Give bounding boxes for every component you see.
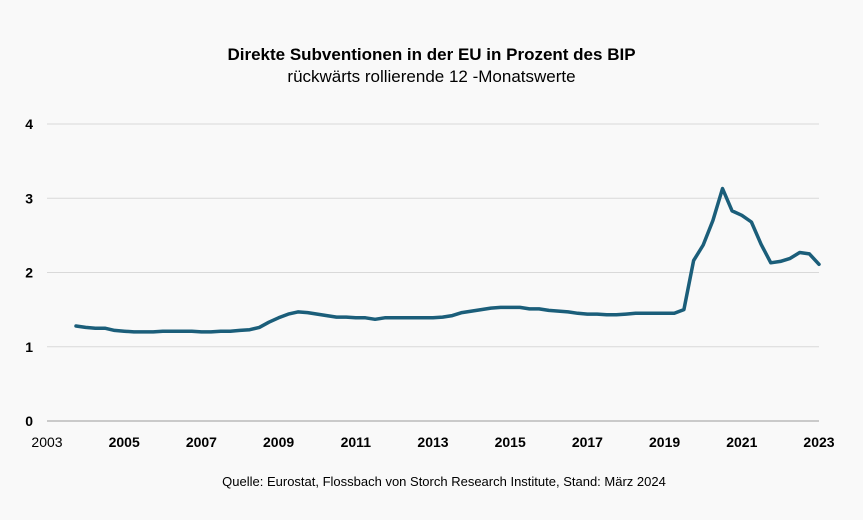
chart-title: Direkte Subventionen in der EU in Prozen… — [227, 45, 636, 64]
x-tick-label: 2003 — [31, 434, 62, 450]
gridlines — [47, 123, 819, 422]
y-tick-label: 2 — [25, 265, 33, 281]
x-axis: 2003 2005 2007 2009 2011 2013 2015 2017 2019 2021… — [31, 434, 834, 450]
x-tick-label: 2021 — [726, 434, 757, 450]
y-axis: 0 1 2 3 4 — [25, 116, 33, 429]
x-tick-label: 2019 — [649, 434, 680, 450]
x-tick-label: 2009 — [263, 434, 294, 450]
x-tick-label: 2013 — [417, 434, 448, 450]
x-tick-label: 2023 — [803, 434, 834, 450]
chart-subtitle: rückwärts rollierende 12 -Monatswerte — [287, 67, 576, 86]
y-tick-label: 3 — [25, 190, 33, 206]
x-tick-label: 2005 — [109, 434, 140, 450]
y-tick-label: 0 — [25, 413, 33, 429]
series-lines — [74, 186, 821, 334]
x-tick-label: 2017 — [572, 434, 603, 450]
x-tick-label: 2007 — [186, 434, 217, 450]
y-tick-label: 1 — [25, 339, 33, 355]
series-line — [74, 186, 821, 334]
x-tick-label: 2015 — [495, 434, 526, 450]
x-tick-label: 2011 — [341, 434, 372, 450]
y-tick-label: 4 — [25, 116, 33, 132]
source-note: Quelle: Eurostat, Flossbach von Storch R… — [222, 474, 666, 489]
